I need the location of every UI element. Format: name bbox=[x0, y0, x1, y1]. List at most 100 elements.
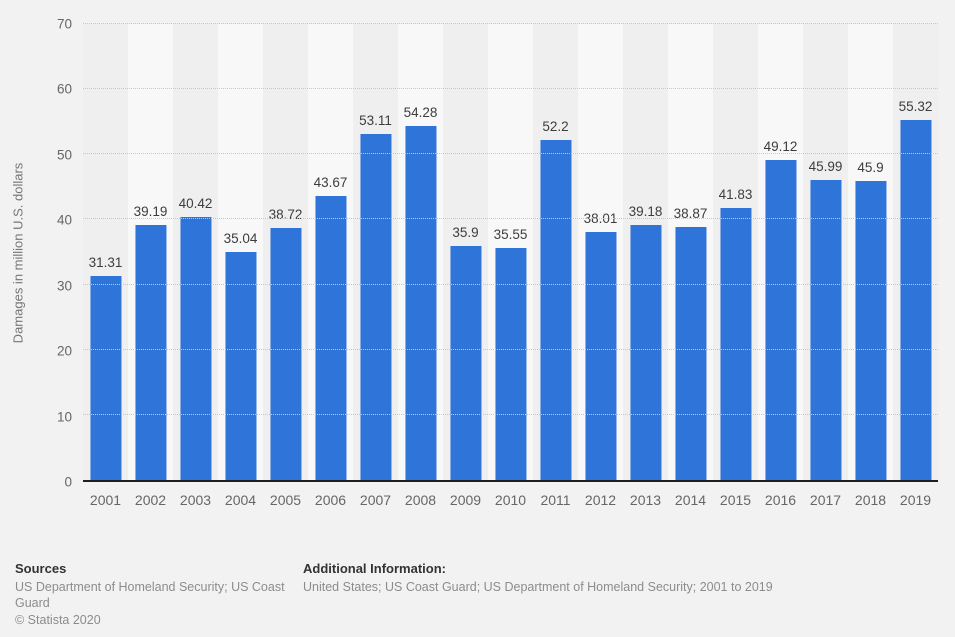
x-tick-label-2007: 2007 bbox=[359, 492, 392, 508]
bar-2014[interactable] bbox=[674, 226, 707, 480]
x-tick-label-2019: 2019 bbox=[899, 492, 932, 508]
x-tick-label-2002: 2002 bbox=[134, 492, 167, 508]
bar-2001[interactable] bbox=[89, 276, 122, 480]
x-tick-label-2006: 2006 bbox=[314, 492, 347, 508]
bar-value-label-2007: 53.11 bbox=[359, 113, 392, 129]
bar-columns: 31.31 39.19 40.42 35.04 38.72 43.67 53.11 54.28… bbox=[83, 24, 938, 480]
column-2007: 53.11 bbox=[353, 24, 398, 480]
x-tick-label-2016: 2016 bbox=[764, 492, 797, 508]
bar-2013[interactable] bbox=[629, 224, 662, 480]
bar-value-label-2016: 49.12 bbox=[763, 139, 798, 155]
y-axis: 0 10 20 30 40 50 60 70 bbox=[0, 17, 72, 490]
column-2015: 41.83 bbox=[713, 24, 758, 480]
bar-2019[interactable] bbox=[899, 119, 932, 480]
gridline-20 bbox=[83, 348, 938, 350]
bar-value-label-2018: 45.9 bbox=[857, 160, 884, 175]
additional-info-block: Additional Information: United States; U… bbox=[303, 561, 923, 595]
y-tick-label-40: 40 bbox=[56, 212, 72, 228]
column-2005: 38.72 bbox=[263, 24, 308, 480]
gridline-30 bbox=[83, 283, 938, 285]
column-2017: 45.99 bbox=[803, 24, 848, 480]
bar-2018[interactable] bbox=[854, 181, 887, 480]
x-tick-label-2017: 2017 bbox=[809, 492, 842, 508]
x-tick-label-2001: 2001 bbox=[89, 492, 122, 508]
bar-2012[interactable] bbox=[584, 232, 617, 480]
y-tick-label-50: 50 bbox=[56, 147, 72, 163]
bar-value-label-2010: 35.55 bbox=[493, 227, 528, 243]
sources-label: Sources bbox=[15, 561, 67, 576]
column-2011: 52.2 bbox=[533, 24, 578, 480]
gridline-40 bbox=[83, 218, 938, 220]
column-2002: 39.19 bbox=[128, 24, 173, 480]
bar-2017[interactable] bbox=[809, 180, 842, 480]
x-tick-label-2004: 2004 bbox=[224, 492, 257, 508]
bar-value-label-2014: 38.87 bbox=[673, 205, 708, 221]
x-tick-label-2009: 2009 bbox=[449, 492, 482, 508]
bar-value-label-2009: 35.9 bbox=[452, 225, 479, 241]
column-2004: 35.04 bbox=[218, 24, 263, 480]
x-tick-label-2014: 2014 bbox=[674, 492, 707, 508]
bar-value-label-2015: 41.83 bbox=[718, 186, 753, 202]
bar-2004[interactable] bbox=[224, 251, 257, 480]
y-tick-label-0: 0 bbox=[64, 474, 72, 490]
y-tick-label-20: 20 bbox=[56, 343, 72, 359]
bar-2016[interactable] bbox=[764, 160, 797, 480]
additional-info-label: Additional Information: bbox=[303, 561, 446, 576]
x-tick-label-2011: 2011 bbox=[540, 492, 571, 508]
additional-info-text: United States; US Coast Guard; US Depart… bbox=[303, 580, 773, 594]
column-2018: 45.9 bbox=[848, 24, 893, 480]
bar-value-label-2006: 43.67 bbox=[313, 174, 348, 190]
y-tick-label-60: 60 bbox=[56, 81, 72, 97]
x-tick-label-2005: 2005 bbox=[269, 492, 302, 508]
y-tick-label-70: 70 bbox=[56, 16, 72, 32]
bar-value-label-2011: 52.2 bbox=[542, 118, 569, 134]
bar-2005[interactable] bbox=[269, 227, 302, 480]
x-tick-label-2003: 2003 bbox=[179, 492, 212, 508]
bar-value-label-2001: 31.31 bbox=[88, 255, 123, 271]
bar-value-label-2017: 45.99 bbox=[808, 159, 843, 175]
column-2014: 38.87 bbox=[668, 24, 713, 480]
x-tick-label-2018: 2018 bbox=[854, 492, 887, 508]
column-2012: 38.01 bbox=[578, 24, 623, 480]
bar-2008[interactable] bbox=[404, 126, 437, 480]
bar-value-label-2013: 39.18 bbox=[628, 203, 663, 219]
gridline-70 bbox=[83, 23, 938, 24]
column-2008: 54.28 bbox=[398, 24, 443, 480]
y-tick-label-10: 10 bbox=[56, 409, 72, 425]
y-tick-label-30: 30 bbox=[56, 278, 72, 294]
column-2001: 31.31 bbox=[83, 24, 128, 480]
statista-copyright: © Statista 2020 bbox=[15, 613, 101, 627]
sources-text: US Department of Homeland Security; US C… bbox=[15, 580, 285, 610]
x-tick-label-2012: 2012 bbox=[584, 492, 617, 508]
bar-2010[interactable] bbox=[494, 248, 527, 480]
bar-2007[interactable] bbox=[359, 134, 392, 480]
bar-2003[interactable] bbox=[179, 216, 212, 480]
column-2016: 49.12 bbox=[758, 24, 803, 480]
bar-2002[interactable] bbox=[134, 224, 167, 480]
bar-value-label-2019: 55.32 bbox=[898, 98, 933, 114]
column-2013: 39.18 bbox=[623, 24, 668, 480]
x-tick-label-2010: 2010 bbox=[494, 492, 527, 508]
x-tick-label-2008: 2008 bbox=[404, 492, 437, 508]
plot-area: 31.31 39.19 40.42 35.04 38.72 43.67 53.11 54.28… bbox=[83, 23, 938, 482]
gridline-50 bbox=[83, 153, 938, 155]
x-tick-label-2013: 2013 bbox=[629, 492, 662, 508]
column-2019: 55.32 bbox=[893, 24, 938, 480]
bar-value-label-2003: 40.42 bbox=[178, 195, 213, 211]
bar-value-label-2002: 39.19 bbox=[133, 203, 168, 219]
gridline-10 bbox=[83, 413, 938, 415]
bar-2011[interactable] bbox=[539, 139, 572, 480]
column-2003: 40.42 bbox=[173, 24, 218, 480]
bar-2006[interactable] bbox=[314, 195, 347, 480]
bar-value-label-2008: 54.28 bbox=[403, 105, 438, 121]
bar-2009[interactable] bbox=[449, 246, 482, 480]
sources-block: Sources US Department of Homeland Securi… bbox=[15, 561, 287, 627]
bar-2015[interactable] bbox=[719, 207, 752, 480]
column-2006: 43.67 bbox=[308, 24, 353, 480]
bar-value-label-2004: 35.04 bbox=[223, 230, 258, 246]
column-2009: 35.9 bbox=[443, 24, 488, 480]
x-axis: 2001 2002 2003 2004 2005 2006 2007 2008 2009 2010… bbox=[83, 492, 938, 508]
gridline-60 bbox=[83, 88, 938, 90]
bar-value-label-2005: 38.72 bbox=[268, 206, 303, 222]
